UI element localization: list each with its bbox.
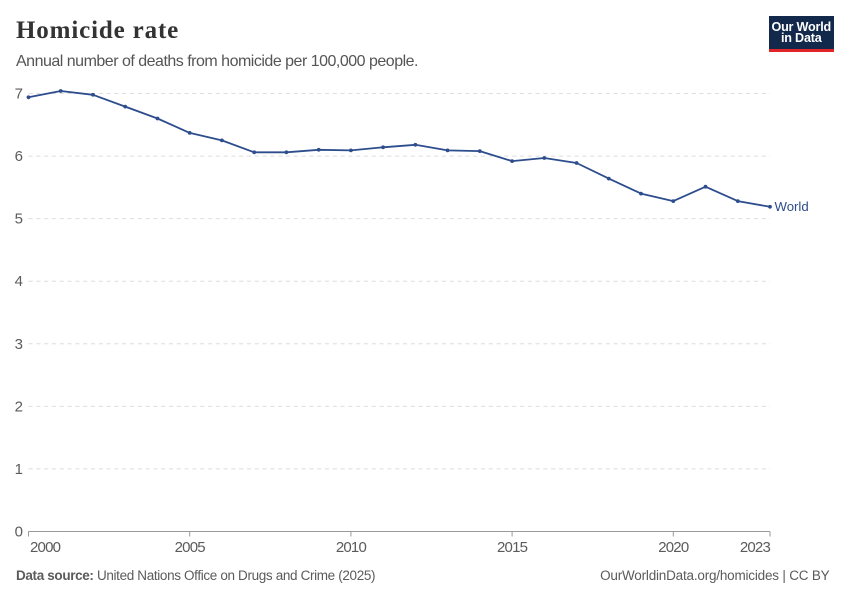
svg-text:2: 2 [15, 398, 23, 415]
svg-text:2010: 2010 [336, 539, 367, 556]
svg-text:4: 4 [15, 273, 23, 290]
svg-text:2015: 2015 [497, 539, 528, 556]
svg-text:0: 0 [15, 524, 23, 541]
svg-text:World: World [775, 199, 809, 214]
svg-text:2023: 2023 [740, 539, 771, 556]
svg-text:2000: 2000 [30, 539, 61, 556]
svg-text:2020: 2020 [658, 539, 689, 556]
svg-text:7: 7 [15, 86, 23, 103]
svg-text:6: 6 [15, 148, 23, 165]
svg-text:2005: 2005 [175, 539, 206, 556]
svg-text:5: 5 [15, 211, 23, 228]
svg-text:1: 1 [15, 461, 23, 478]
svg-text:3: 3 [15, 336, 23, 353]
